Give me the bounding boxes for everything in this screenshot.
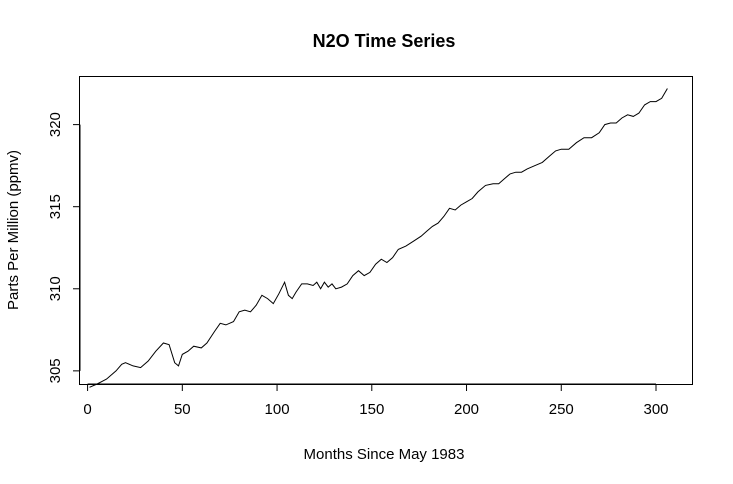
- y-axis: 305 310 315 320: [47, 112, 81, 383]
- y-tick-label: 315: [47, 194, 64, 219]
- series-line: [89, 88, 668, 388]
- x-tick-label: 150: [359, 401, 384, 418]
- series-layer: [89, 88, 668, 388]
- x-axis-label: Months Since May 1983: [304, 446, 465, 463]
- x-tick-label: 300: [643, 401, 668, 418]
- chart-title: N2O Time Series: [313, 31, 456, 51]
- x-axis: 0 50 100 150 200 250 300: [83, 383, 669, 418]
- x-tick-label: 0: [83, 401, 91, 418]
- y-tick-label: 320: [47, 112, 64, 137]
- x-tick-label: 200: [454, 401, 479, 418]
- y-tick-label: 310: [47, 276, 64, 301]
- y-tick-label: 305: [47, 358, 64, 383]
- y-axis-label: Parts Per Million (ppmv): [5, 150, 22, 310]
- x-tick-label: 250: [549, 401, 574, 418]
- x-tick-label: 50: [174, 401, 191, 418]
- x-tick-label: 100: [265, 401, 290, 418]
